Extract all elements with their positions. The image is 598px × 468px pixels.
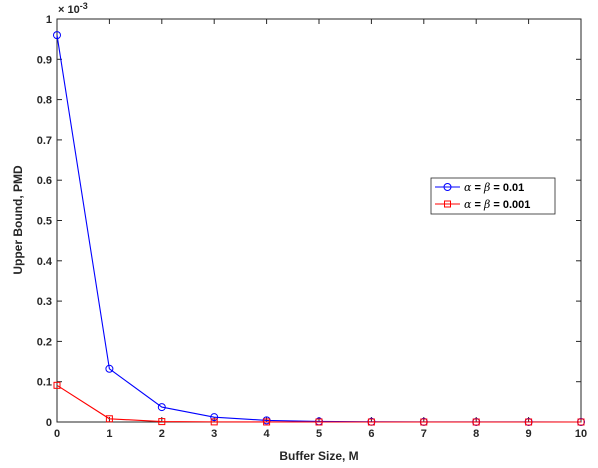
series-line: [56, 384, 581, 423]
data-point: [472, 418, 480, 426]
y-tick-label: 0.5: [37, 216, 52, 228]
data-point: [315, 418, 323, 426]
x-tick-label: 2: [159, 428, 165, 440]
legend-box: [430, 177, 556, 215]
y-axis-exponent: × 10-3: [58, 1, 88, 16]
data-point: [53, 381, 61, 389]
y-axis-label: Upper Bound, PMD: [11, 165, 25, 275]
data-point: [367, 418, 375, 426]
data-point: [420, 418, 428, 426]
y-tick-label: 0: [46, 417, 52, 429]
y-tick-label: 0.8: [37, 95, 52, 107]
y-tick-label: 0.2: [37, 336, 52, 348]
data-point: [210, 418, 218, 426]
legend-marker-series-1: [443, 183, 452, 191]
data-point: [210, 413, 219, 422]
legend: α = β = 0.01 α = β = 0.001: [430, 177, 556, 215]
y-tick-label: 0.1: [37, 377, 52, 389]
x-tick-label: 8: [473, 428, 479, 440]
data-point: [105, 415, 113, 423]
x-axis-label: Buffer Size, M: [279, 449, 358, 463]
legend-marker-series-2: [444, 200, 451, 208]
legend-eq-1: =: [471, 182, 484, 194]
series-2: [53, 381, 585, 426]
y-axis-exponent-base: × 10: [58, 4, 80, 16]
y-axis-exponent-power: -3: [80, 1, 88, 11]
y-tick-label: 0.7: [37, 135, 52, 147]
y-tick-label: 0.9: [37, 54, 52, 66]
legend-entry-series-1: α = β = 0.01: [435, 181, 524, 194]
x-tick-label: 3: [211, 428, 217, 440]
x-tick-label: 10: [575, 428, 587, 440]
legend-alpha-2: α: [464, 198, 472, 211]
legend-label-series-1: α = β = 0.01: [464, 181, 524, 194]
data-point: [105, 364, 114, 373]
legend-beta-1: β: [483, 181, 490, 194]
legend-entry-series-2: α = β = 0.001: [435, 198, 530, 211]
data-point: [577, 418, 585, 426]
legend-label-series-2: α = β = 0.001: [464, 198, 530, 211]
data-point: [263, 418, 271, 426]
x-tick-label: 1: [106, 428, 112, 440]
data-point: [158, 418, 166, 426]
legend-alpha-1: α: [464, 181, 472, 194]
data-point: [53, 31, 61, 40]
data-point: [157, 403, 166, 412]
legend-beta-2: β: [483, 198, 490, 211]
legend-value-1: = 0.01: [490, 182, 524, 194]
y-tick-label: 0.4: [37, 256, 53, 268]
x-tick-label: 5: [316, 428, 322, 440]
y-tick-label: 0.6: [37, 175, 52, 187]
x-tick-label: 6: [368, 428, 374, 440]
y-tick-label: 1: [46, 14, 52, 26]
x-tick-label: 7: [421, 428, 427, 440]
x-axis-ticks: 0 1 2 3 4 5 6 7 8 9 10: [54, 19, 587, 440]
plot-area: [56, 18, 582, 423]
legend-eq-2: =: [471, 199, 484, 211]
y-axis-ticks: 0 0.1 0.2 0.3 0.4 0.5 0.6 0.7 0.8 0.9 1: [37, 14, 581, 429]
x-tick-label: 9: [526, 428, 532, 440]
series-layer: [53, 31, 585, 426]
x-tick-label: 0: [54, 428, 60, 440]
data-point: [525, 418, 533, 426]
legend-value-2: = 0.001: [490, 199, 530, 211]
y-tick-label: 0.3: [37, 296, 52, 308]
x-tick-label: 4: [264, 428, 271, 440]
